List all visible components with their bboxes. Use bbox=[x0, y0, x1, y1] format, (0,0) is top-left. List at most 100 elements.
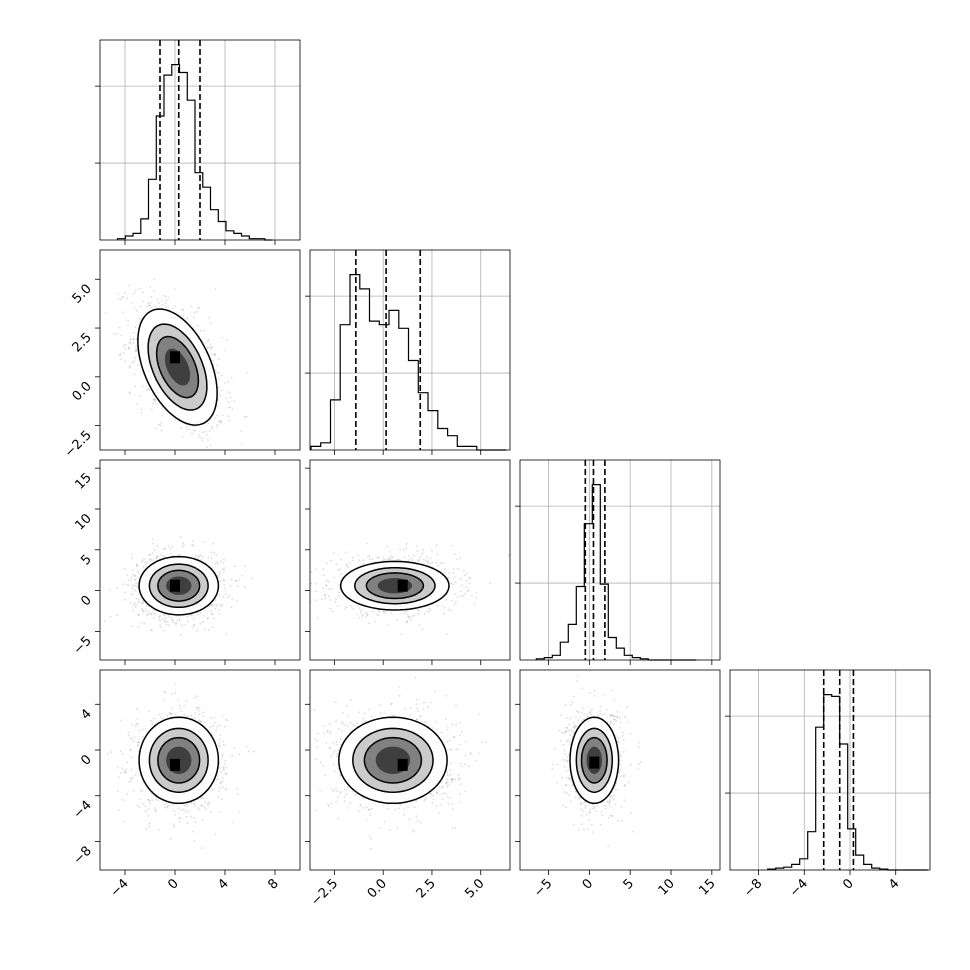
sample-point bbox=[200, 796, 202, 799]
sample-point bbox=[118, 326, 121, 329]
sample-point bbox=[218, 575, 221, 578]
sample-point bbox=[464, 592, 467, 595]
sample-point bbox=[335, 598, 337, 600]
sample-point bbox=[223, 743, 225, 746]
sample-point bbox=[126, 761, 128, 764]
sample-point bbox=[468, 576, 470, 579]
sample-point bbox=[128, 342, 131, 345]
sample-point bbox=[223, 349, 226, 352]
sample-point bbox=[157, 302, 160, 304]
sample-point bbox=[418, 715, 421, 718]
sample-point bbox=[121, 767, 124, 769]
sample-point bbox=[207, 805, 210, 807]
sample-point bbox=[124, 591, 127, 594]
sample-point bbox=[452, 778, 454, 781]
sample-point bbox=[211, 788, 214, 791]
sample-point bbox=[405, 543, 408, 545]
sample-point bbox=[219, 420, 222, 422]
sample-point bbox=[204, 808, 207, 810]
sample-point bbox=[403, 556, 406, 559]
sample-point bbox=[131, 776, 134, 779]
sample-point bbox=[218, 571, 221, 574]
sample-point bbox=[214, 563, 217, 565]
sample-point bbox=[378, 610, 381, 613]
sample-point bbox=[221, 414, 224, 417]
sample-point bbox=[183, 705, 186, 708]
sample-point bbox=[167, 296, 170, 299]
sample-point bbox=[142, 300, 145, 303]
sample-point bbox=[445, 598, 448, 601]
pair-panel-content bbox=[104, 278, 248, 450]
sample-point bbox=[152, 278, 155, 280]
sample-point bbox=[368, 808, 371, 811]
sample-point bbox=[132, 342, 134, 344]
sample-point bbox=[159, 424, 162, 427]
sample-point bbox=[187, 715, 190, 717]
sample-point bbox=[221, 374, 224, 377]
sample-point bbox=[136, 718, 139, 720]
sample-point bbox=[168, 712, 171, 714]
sample-point bbox=[223, 558, 225, 561]
sample-point bbox=[193, 816, 196, 819]
sample-point bbox=[208, 429, 211, 432]
sample-point bbox=[122, 352, 125, 354]
contour-line-1 bbox=[148, 727, 209, 793]
sample-point bbox=[227, 391, 230, 394]
sample-point bbox=[426, 562, 429, 565]
sample-point bbox=[130, 601, 132, 604]
sample-point bbox=[346, 787, 349, 789]
sample-point bbox=[379, 712, 382, 715]
sample-point bbox=[358, 617, 361, 619]
contour-line-2 bbox=[365, 572, 425, 600]
sample-point bbox=[210, 610, 213, 612]
sample-point bbox=[423, 701, 425, 704]
sample-point bbox=[135, 350, 138, 352]
sample-point bbox=[137, 744, 139, 746]
sample-point bbox=[157, 828, 160, 831]
sample-point bbox=[141, 622, 144, 624]
sample-point bbox=[412, 615, 414, 617]
sample-point bbox=[413, 613, 416, 616]
sample-point bbox=[360, 611, 362, 613]
sample-point bbox=[412, 829, 414, 832]
contour-line-2 bbox=[157, 569, 201, 602]
sample-point bbox=[406, 613, 408, 616]
sample-point bbox=[124, 598, 127, 601]
sample-point bbox=[154, 399, 157, 402]
sample-point bbox=[236, 793, 239, 795]
sample-point bbox=[166, 806, 169, 809]
sample-point bbox=[428, 607, 430, 610]
sample-point bbox=[141, 789, 144, 791]
sample-point bbox=[233, 565, 236, 568]
sample-point bbox=[135, 722, 138, 725]
sample-point bbox=[203, 806, 206, 809]
pair-panel-content bbox=[107, 682, 255, 849]
sample-point bbox=[190, 816, 192, 818]
sample-point bbox=[187, 620, 189, 623]
sample-point bbox=[127, 731, 130, 734]
sample-point bbox=[453, 576, 456, 579]
sample-point bbox=[396, 619, 399, 621]
sample-point bbox=[209, 726, 212, 728]
sample-point bbox=[338, 587, 341, 590]
sample-point bbox=[422, 558, 425, 561]
sample-point bbox=[196, 324, 199, 327]
sample-point bbox=[222, 740, 225, 743]
sample-point bbox=[416, 707, 419, 710]
sample-point bbox=[193, 617, 195, 620]
sample-point bbox=[133, 575, 136, 577]
sample-point bbox=[205, 433, 208, 436]
sample-point bbox=[215, 554, 218, 556]
sample-point bbox=[465, 579, 468, 582]
sample-point bbox=[442, 613, 445, 615]
sample-point bbox=[227, 401, 230, 403]
sample-point bbox=[146, 561, 149, 564]
sample-point bbox=[437, 564, 439, 567]
sample-point bbox=[411, 559, 413, 561]
sample-point bbox=[210, 604, 213, 607]
sample-point bbox=[157, 423, 160, 426]
sample-point bbox=[191, 626, 194, 629]
sample-point bbox=[351, 559, 354, 562]
sample-point bbox=[141, 602, 144, 605]
sample-point bbox=[136, 565, 138, 567]
